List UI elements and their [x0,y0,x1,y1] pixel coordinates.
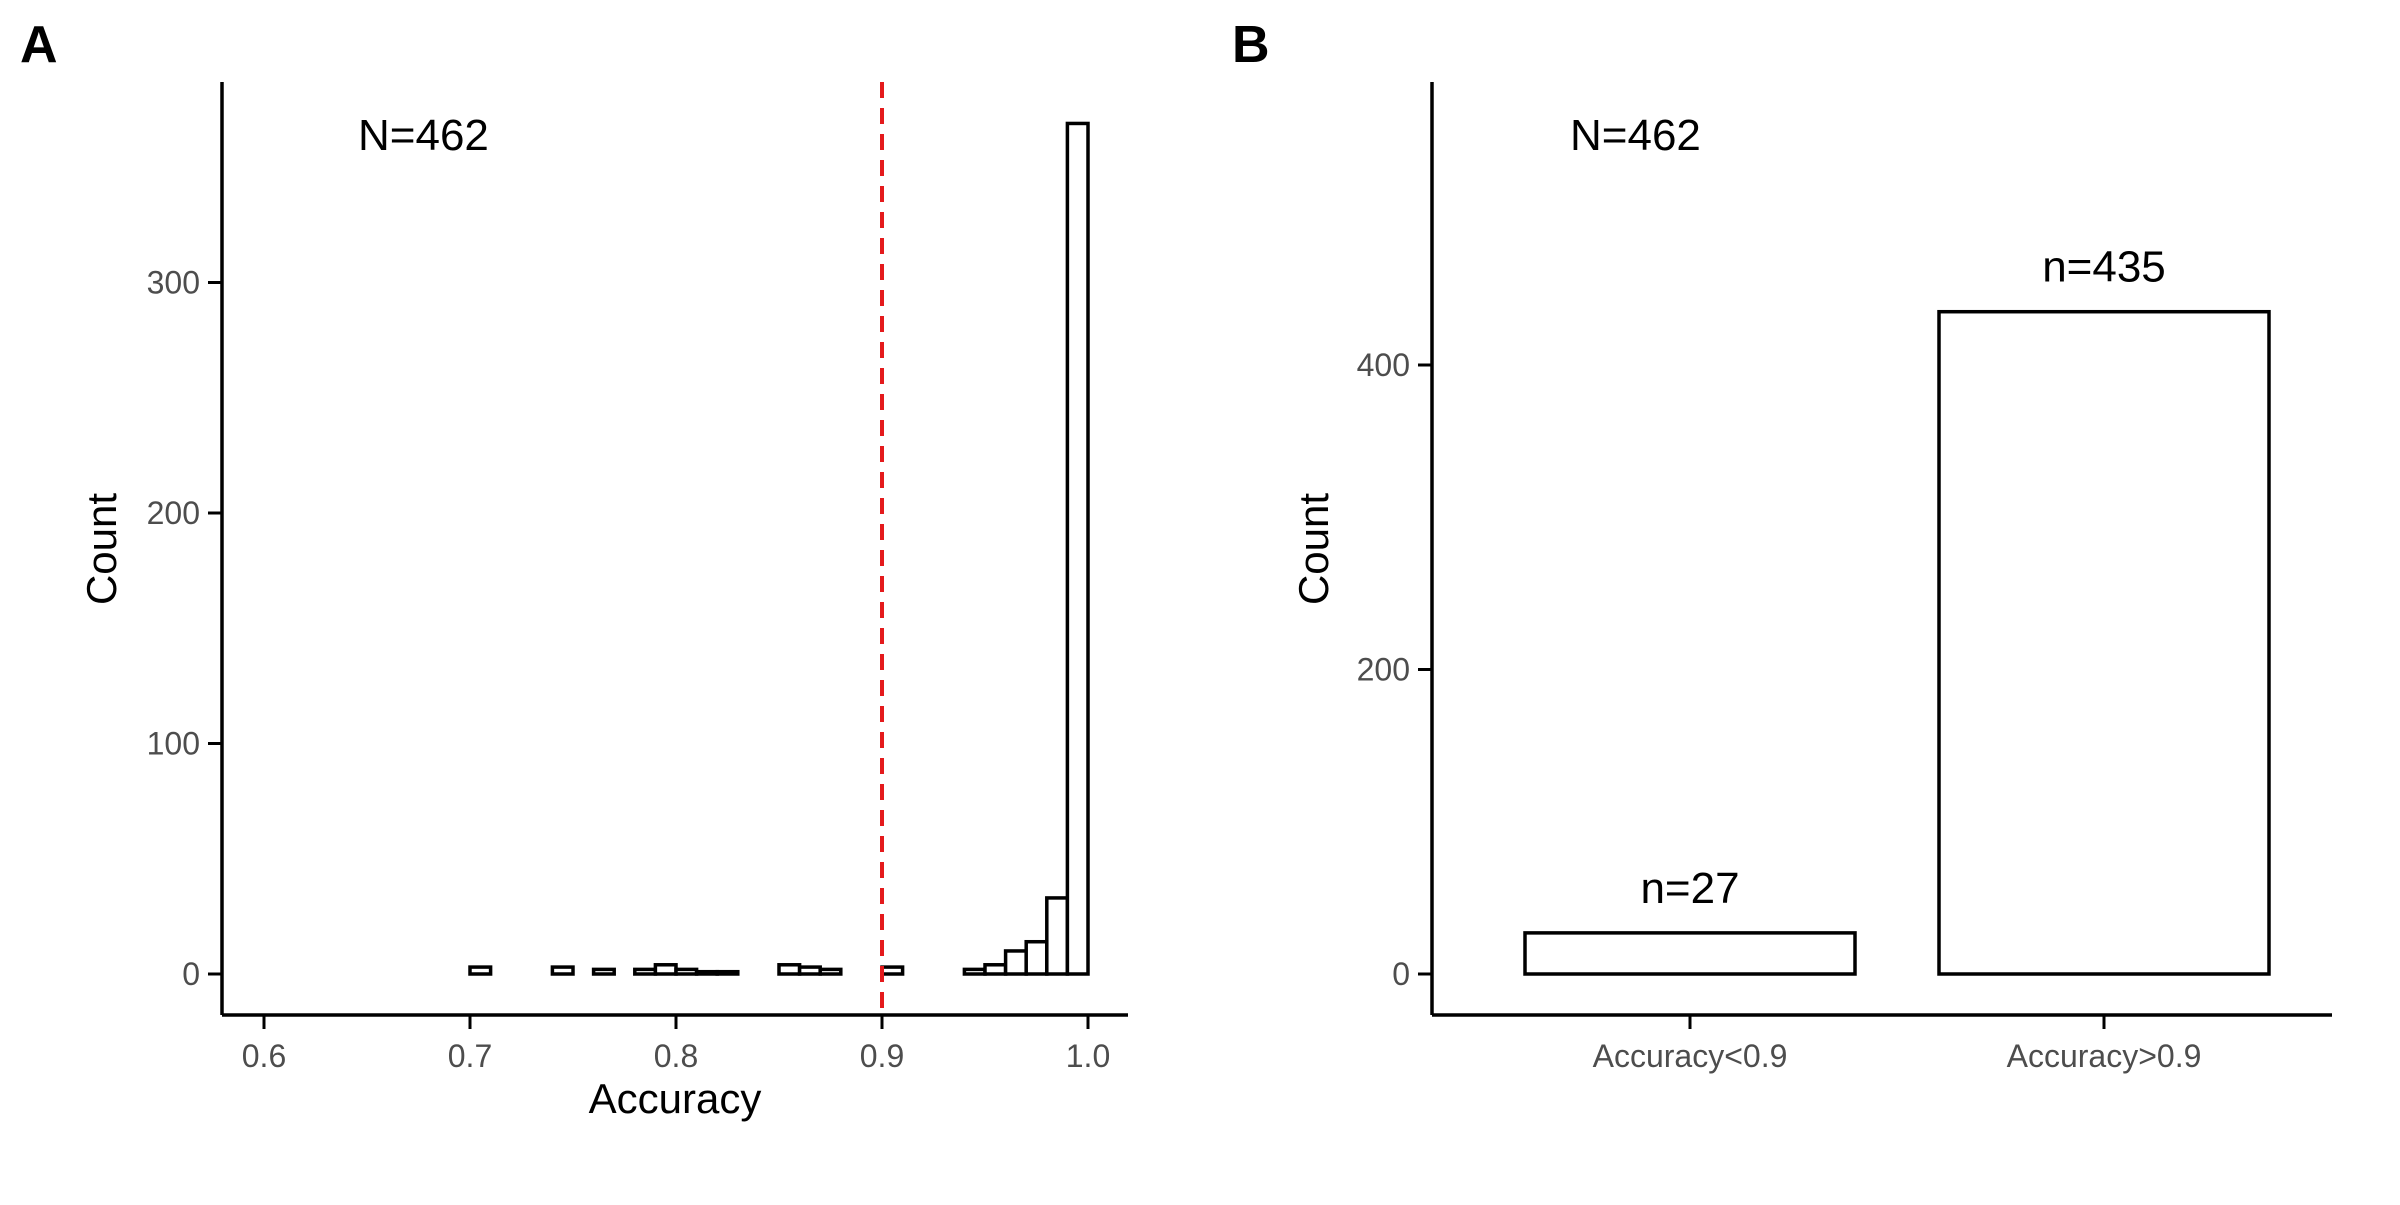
x-tick-label: 0.7 [448,1038,492,1074]
panel-a-n-annotation: N=462 [358,111,489,160]
y-tick-label: 200 [1357,652,1410,688]
panel-b-y-ticks: 0 200 400 [1357,347,1432,992]
histogram-bar [674,967,699,976]
histogram-bar [1003,949,1028,976]
histogram-bars [468,121,1090,976]
category-bars [1523,309,2271,976]
category-label: Accuracy>0.9 [2007,1038,2202,1074]
category-data-labels: n=27 n=435 [1640,243,2165,913]
panel-b-y-axis-title: Count [1290,493,1337,605]
y-tick-label: 0 [182,956,200,992]
panel-a-letter: A [20,16,58,74]
histogram-bar [797,965,822,976]
category-bar [1937,309,2271,976]
y-tick-label: 300 [147,265,200,301]
histogram-bar [1024,939,1049,976]
x-tick-label: 0.9 [860,1038,904,1074]
y-tick-label: 0 [1392,956,1410,992]
histogram-bar [653,963,678,976]
category-label: Accuracy<0.9 [1593,1038,1788,1074]
panel-a-histogram: A 0 100 200 300 0.6 0.7 0.8 0.9 1.0 N=462 Accur… [20,16,1128,1122]
histogram-bar [591,967,616,976]
x-tick-label: 1.0 [1066,1038,1110,1074]
y-tick-label: 400 [1357,347,1410,383]
panel-a-y-ticks: 0 100 200 300 [147,265,222,992]
panel-a-y-axis-title: Count [78,493,125,605]
histogram-bar [715,969,740,976]
histogram-bar [633,967,658,976]
bar-data-label: n=27 [1640,864,1739,913]
panel-b-x-ticks: Accuracy<0.9 Accuracy>0.9 [1593,1015,2202,1074]
y-tick-label: 100 [147,726,200,762]
histogram-bar [962,967,987,976]
panel-b-n-annotation: N=462 [1570,111,1701,160]
histogram-bar [550,965,575,976]
panel-b-letter: B [1232,16,1270,74]
x-tick-label: 0.8 [654,1038,698,1074]
category-bar [1523,931,1857,976]
histogram-bar [468,965,493,976]
panel-a-x-ticks: 0.6 0.7 0.8 0.9 1.0 [242,1015,1110,1074]
x-tick-label: 0.6 [242,1038,286,1074]
histogram-bar [880,965,905,976]
histogram-bar [694,969,719,976]
histogram-bar [818,967,843,976]
histogram-bar [1065,121,1090,976]
histogram-bar [983,963,1008,976]
histogram-bar [777,963,802,976]
y-tick-label: 200 [147,495,200,531]
histogram-bar [1045,896,1070,976]
panel-a-x-axis-title: Accuracy [589,1075,762,1122]
bar-data-label: n=435 [2042,243,2166,292]
